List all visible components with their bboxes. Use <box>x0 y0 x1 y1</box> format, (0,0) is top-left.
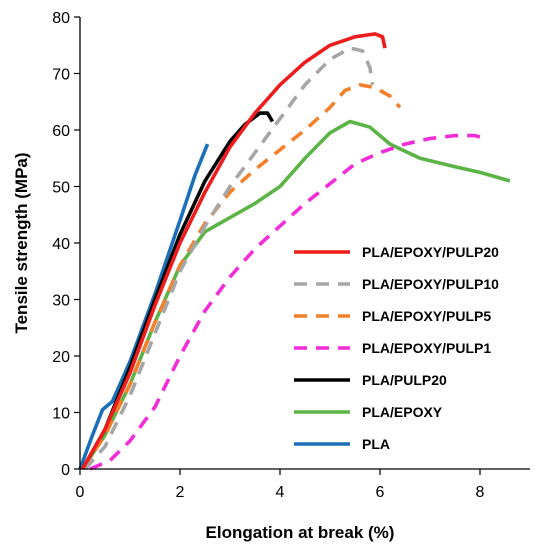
x-tick-label: 2 <box>176 484 185 501</box>
series-line-pla-epoxy-pulp1 <box>89 133 486 471</box>
legend-label-pla-epoxy-pulp10: PLA/EPOXY/PULP10 <box>362 276 499 292</box>
legend-label-pla-epoxy-pulp5: PLA/EPOXY/PULP5 <box>362 308 491 324</box>
legend-label-pla-pulp20: PLA/PULP20 <box>362 372 447 388</box>
series-line-pla-epoxy-pulp5 <box>81 83 402 470</box>
y-tick-label: 60 <box>52 123 70 140</box>
y-tick-label: 40 <box>52 236 70 253</box>
y-tick-label: 50 <box>52 180 70 197</box>
series-line-pla-epoxy <box>81 119 511 470</box>
series-line-pla-epoxy-pulp20 <box>80 32 387 470</box>
series-line-pla-epoxy-pulp10 <box>83 46 375 471</box>
x-axis-title: Elongation at break (%) <box>206 523 395 542</box>
legend-label-pla-epoxy-pulp1: PLA/EPOXY/PULP1 <box>362 340 491 356</box>
legend: PLA/EPOXY/PULP20 PLA/EPOXY/PULP10 PLA/EPOX… <box>294 244 499 452</box>
y-tick-label: 0 <box>61 462 70 479</box>
legend-label-pla: PLA <box>362 436 390 452</box>
y-axis-title: Tensile strength (MPa) <box>12 152 31 333</box>
y-tick-label: 10 <box>52 406 70 423</box>
series-line-pla <box>78 143 210 470</box>
y-tick-label: 80 <box>52 10 70 27</box>
legend-label-pla-epoxy-pulp20: PLA/EPOXY/PULP20 <box>362 244 499 260</box>
x-tick-label: 4 <box>276 484 285 501</box>
x-tick-label: 0 <box>76 484 85 501</box>
y-tick-label: 30 <box>52 293 70 310</box>
legend-label-pla-epoxy: PLA/EPOXY <box>362 404 443 420</box>
x-tick-label: 8 <box>476 484 485 501</box>
y-tick-label: 20 <box>52 349 70 366</box>
y-tick-label: 70 <box>52 67 70 84</box>
x-tick-label: 6 <box>376 484 385 501</box>
